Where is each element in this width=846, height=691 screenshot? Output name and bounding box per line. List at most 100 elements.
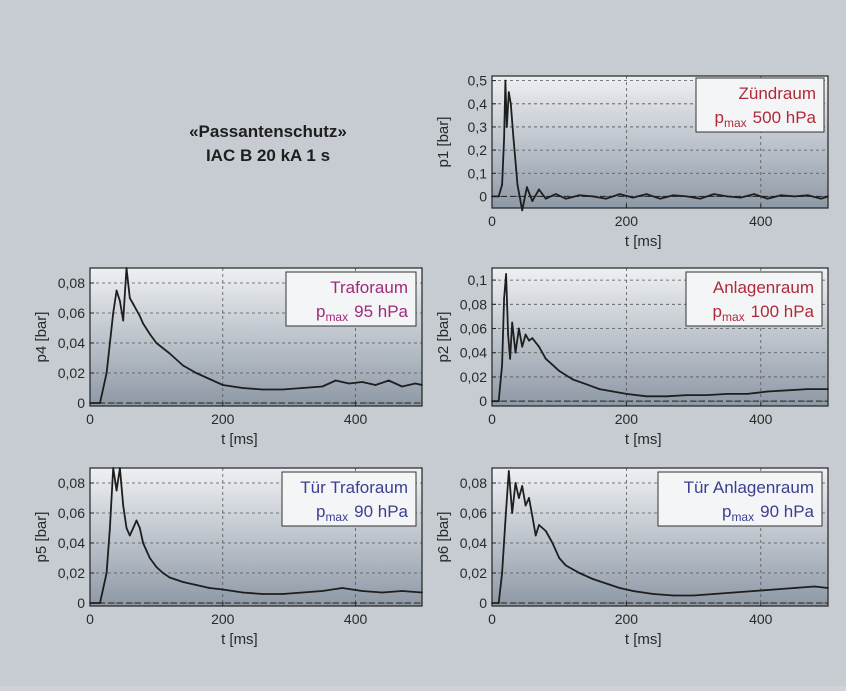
data-point (182, 581, 184, 583)
x-tick-label: 200 (615, 611, 639, 627)
pmax-label: pmax 500 hPa (715, 108, 817, 130)
data-point (645, 193, 648, 196)
y-tick-label: 0,06 (58, 305, 85, 321)
data-point (321, 590, 324, 592)
y-tick-label: 0,04 (58, 335, 85, 351)
x-tick-label: 0 (86, 411, 94, 427)
data-point (507, 91, 510, 94)
y-axis-label: p5 [bar] (33, 512, 50, 563)
data-point (497, 602, 500, 604)
data-point (241, 591, 244, 594)
data-point (301, 387, 304, 389)
y-tick-label: 0,02 (58, 565, 85, 581)
data-point (659, 197, 661, 200)
y-tick-label: 0,2 (468, 142, 488, 158)
data-point (652, 593, 655, 595)
y-tick-label: 0,04 (460, 535, 487, 551)
x-tick-label: 400 (344, 611, 368, 627)
data-point (526, 186, 528, 189)
data-point (685, 195, 688, 198)
data-point (168, 576, 171, 579)
x-axis-label: t [ms] (221, 431, 258, 448)
data-point (208, 587, 211, 589)
plot-frame (491, 75, 829, 209)
data-point (585, 383, 587, 386)
data-point (699, 197, 702, 200)
data-point (618, 193, 621, 196)
figure-title-line1: «Passantenschutz» (189, 122, 347, 141)
data-point (706, 394, 708, 397)
y-tick-label: 0 (77, 395, 85, 411)
data-point (128, 534, 131, 537)
data-point (135, 309, 138, 311)
chart-panel: 0 0,02 0,04 0,06 0,08 0 200 400 t [ms] p5 [bar] Tü… (33, 467, 423, 648)
x-axis-label: t [ms] (625, 431, 662, 448)
y-tick-label: 0,08 (58, 275, 85, 291)
data-point (531, 337, 534, 340)
x-tick-label: 200 (211, 611, 235, 627)
data-point (135, 519, 138, 522)
data-point (155, 342, 158, 344)
data-point (512, 137, 515, 140)
data-point (766, 197, 769, 200)
data-point (558, 369, 561, 372)
data-point (534, 534, 537, 537)
data-point (516, 183, 519, 186)
data-point (733, 591, 735, 594)
y-axis-label: p4 [bar] (33, 312, 50, 363)
data-point (531, 515, 534, 517)
data-point (99, 402, 101, 404)
data-point (645, 395, 648, 398)
data-point (509, 102, 512, 105)
data-point (578, 194, 581, 197)
y-tick-label: 0,06 (58, 505, 85, 521)
data-point (505, 273, 508, 275)
chart-panels: 0 0,1 0,2 0,3 0,4 0,5 0 200 400 t [ms] p1 [bar] Zün… (33, 73, 829, 648)
x-tick-label: 400 (344, 411, 368, 427)
data-point (155, 566, 158, 568)
data-point (625, 392, 628, 395)
pmax-label: pmax 100 hPa (713, 302, 815, 324)
plot-frame (491, 267, 829, 407)
data-point (591, 195, 594, 198)
data-point (712, 593, 715, 595)
data-point (591, 578, 594, 580)
data-point (511, 321, 514, 324)
data-point (504, 519, 507, 522)
plot-frame (89, 467, 423, 607)
y-tick-label: 0,02 (58, 365, 85, 381)
data-point (105, 372, 108, 374)
data-point (571, 378, 574, 381)
data-point (528, 497, 530, 499)
y-tick-label: 0,3 (468, 119, 488, 135)
pmax-symbol: p (715, 108, 724, 127)
data-point (261, 388, 264, 391)
pmax-value: 500 hPa (753, 108, 817, 127)
data-point (241, 387, 244, 389)
y-tick-label: 0,06 (460, 505, 487, 521)
pmax-subscript: max (325, 310, 348, 324)
pmax-symbol: p (316, 502, 325, 521)
data-point (122, 319, 125, 322)
x-tick-label: 400 (749, 213, 773, 229)
chart-panel: 0 0,02 0,04 0,06 0,08 0,1 0 200 400 t [ms] p2 [bar… (435, 267, 829, 448)
y-tick-label: 0 (479, 393, 487, 409)
room-label-box (695, 77, 825, 133)
data-point (517, 327, 520, 330)
y-tick-label: 0,08 (58, 475, 85, 491)
chart-panel: 0 0,02 0,04 0,06 0,08 0 200 400 t [ms] p6 [bar] Tü… (435, 467, 829, 648)
data-point (501, 363, 503, 366)
chart-panel: 0 0,1 0,2 0,3 0,4 0,5 0 200 400 t [ms] p1 [bar] Zün… (435, 73, 829, 250)
x-tick-label: 0 (488, 611, 496, 627)
data-point (168, 352, 171, 355)
y-tick-label: 0,04 (58, 535, 85, 551)
room-label: Tür Anlagenraum (684, 478, 814, 497)
data-point (122, 504, 125, 507)
x-tick-label: 400 (749, 611, 773, 627)
data-point (132, 303, 135, 305)
pmax-value: 90 hPa (354, 502, 408, 521)
data-point (524, 504, 527, 507)
data-point (521, 345, 524, 348)
data-point (148, 333, 151, 335)
